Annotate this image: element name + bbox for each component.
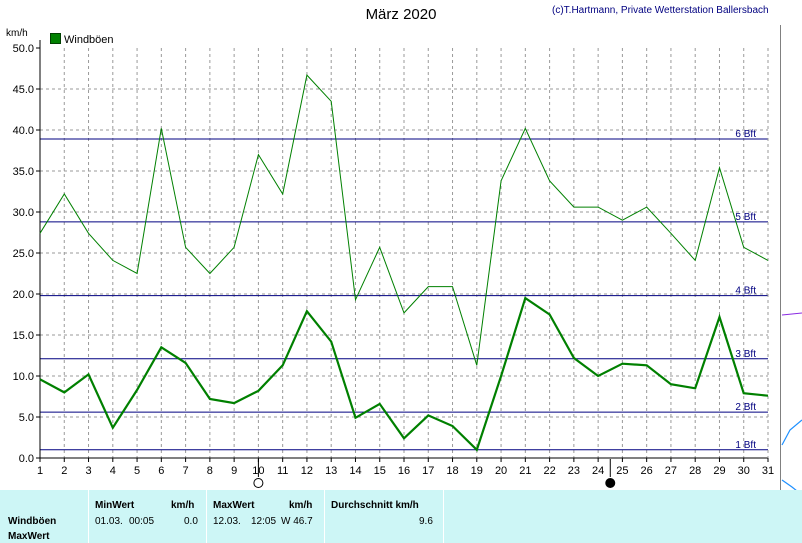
row-label-maxwert: MaxWert (8, 531, 50, 542)
x-tick-label: 31 (762, 465, 774, 477)
y-tick-label: 25.0 (13, 248, 34, 260)
x-tick-label: 13 (325, 465, 337, 477)
beaufort-label: 2 Bft (735, 402, 756, 413)
y-tick-label: 45.0 (13, 84, 34, 96)
max-unit: km/h (289, 500, 313, 511)
max-cell: MaxWert km/h 12.03. 12:05 W 46.7 (206, 490, 325, 543)
avg-value: 9.6 (419, 516, 433, 527)
y-axis-unit: km/h (6, 28, 28, 39)
stats-panel: Windböen MaxWert MinWert km/h 01.03. 00:… (0, 490, 802, 543)
x-tick-label: 3 (85, 465, 91, 477)
y-tick-label: 50.0 (13, 43, 34, 55)
x-tick-label: 21 (519, 465, 531, 477)
x-tick-label: 24 (592, 465, 604, 477)
avg-cell: Durchschnitt km/h 9.6 (324, 490, 444, 543)
min-date: 01.03. (95, 516, 123, 527)
beaufort-label: 1 Bft (735, 440, 756, 451)
x-tick-label: 28 (689, 465, 701, 477)
avg-header: Durchschnitt km/h (331, 500, 419, 511)
x-tick-label: 12 (301, 465, 313, 477)
y-tick-label: 10.0 (13, 371, 34, 383)
beaufort-label: 3 Bft (735, 349, 756, 360)
min-value: 0.0 (184, 516, 198, 527)
y-tick-label: 5.0 (19, 412, 34, 424)
y-tick-label: 40.0 (13, 125, 34, 137)
beaufort-lines: 1 Bft 2 Bft 3 Bft 4 Bft 5 Bft 6 Bft (40, 129, 768, 451)
series-group (39, 74, 769, 452)
series-line-windboeen (39, 74, 769, 366)
x-tick-label: 18 (446, 465, 458, 477)
x-tick-label: 11 (277, 465, 288, 477)
x-tick-label: 17 (422, 465, 434, 477)
max-time: 12:05 (251, 516, 277, 527)
axes: 1 2 3 4 5 6 7 8 9 10 11 12 13 14 15 16 17 18 19 20 21 22 23 24 2… (13, 40, 774, 477)
min-header: MinWert (95, 500, 135, 511)
x-tick-label: 6 (158, 465, 164, 477)
chart-title: März 2020 (365, 6, 437, 23)
x-tick-label: 30 (738, 465, 750, 477)
beaufort-label: 4 Bft (735, 286, 756, 297)
new-moon-icon (605, 478, 616, 488)
row-label-windboeen: Windböen (8, 516, 57, 527)
beaufort-label: 6 Bft (735, 129, 756, 140)
x-tick-label: 23 (568, 465, 580, 477)
x-tick-label: 19 (471, 465, 483, 477)
x-tick-label: 22 (543, 465, 555, 477)
x-tick-label: 2 (61, 465, 67, 477)
x-tick-label: 15 (374, 465, 386, 477)
x-tick-label: 16 (398, 465, 410, 477)
y-tick-label: 35.0 (13, 166, 34, 178)
y-tick-label: 0.0 (19, 453, 34, 465)
y-tick-label: 15.0 (13, 330, 34, 342)
x-tick-label: 20 (495, 465, 507, 477)
x-tick-label: 26 (641, 465, 653, 477)
x-tick-label: 9 (231, 465, 237, 477)
x-tick-label: 1 (37, 465, 43, 477)
legend-label: Windböen (64, 34, 114, 46)
x-tick-label: 14 (349, 465, 361, 477)
full-moon-icon (253, 478, 264, 488)
legend-swatch (50, 33, 61, 44)
beaufort-label: 5 Bft (735, 212, 756, 223)
x-tick-label: 27 (665, 465, 677, 477)
max-date: 12.03. (213, 516, 241, 527)
min-unit: km/h (171, 500, 195, 511)
copyright-text: (c)T.Hartmann, Private Wetterstation Bal… (552, 5, 769, 16)
legend: Windböen (50, 33, 114, 46)
y-tick-label: 20.0 (13, 289, 34, 301)
max-header: MaxWert (213, 500, 255, 511)
x-tick-label: 4 (110, 465, 116, 477)
grid (40, 48, 768, 458)
x-tick-label: 25 (616, 465, 628, 477)
y-tick-label: 30.0 (13, 207, 34, 219)
min-cell: MinWert km/h 01.03. 00:05 0.0 (88, 490, 207, 543)
x-tick-label: 7 (183, 465, 189, 477)
x-tick-label: 8 (207, 465, 213, 477)
max-value: W 46.7 (281, 516, 313, 527)
moon-phases (253, 459, 616, 488)
neighbor-chart-edge (780, 25, 802, 490)
min-time: 00:05 (129, 516, 155, 527)
x-tick-label: 5 (134, 465, 140, 477)
x-tick-label: 29 (713, 465, 725, 477)
